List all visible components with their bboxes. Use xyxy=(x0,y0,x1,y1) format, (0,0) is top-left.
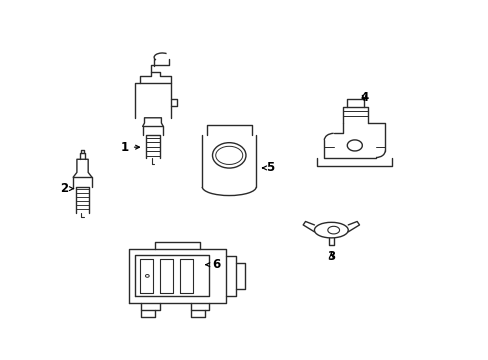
Text: 6: 6 xyxy=(205,258,220,271)
Text: 4: 4 xyxy=(359,91,367,104)
Text: 3: 3 xyxy=(326,249,335,262)
Text: 1: 1 xyxy=(121,141,139,154)
Text: 2: 2 xyxy=(60,182,74,195)
Text: 5: 5 xyxy=(262,161,274,174)
